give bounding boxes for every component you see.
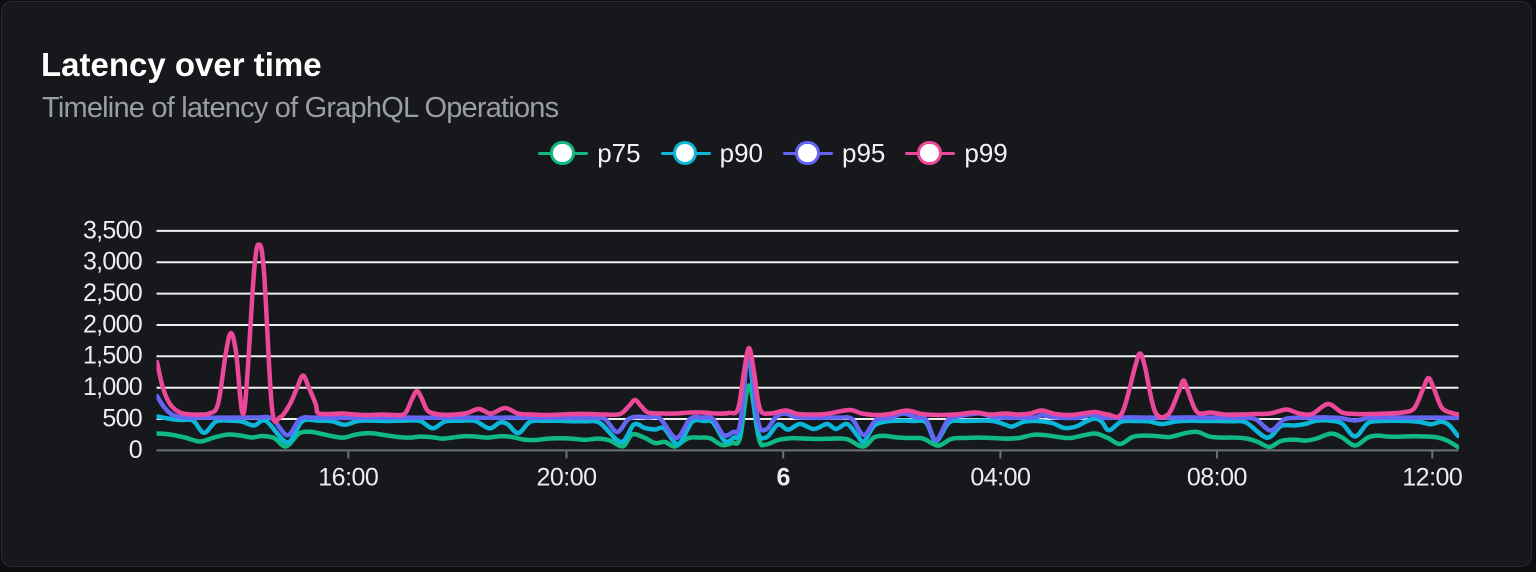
svg-text:3,500: 3,500 <box>83 216 142 244</box>
svg-text:12:00: 12:00 <box>1402 464 1462 492</box>
svg-text:16:00: 16:00 <box>318 464 378 492</box>
svg-text:08:00: 08:00 <box>1187 464 1247 492</box>
svg-text:1,500: 1,500 <box>83 342 142 370</box>
svg-text:0: 0 <box>129 436 142 464</box>
svg-text:500: 500 <box>102 404 142 432</box>
svg-text:04:00: 04:00 <box>970 464 1030 492</box>
svg-text:6: 6 <box>776 464 789 492</box>
svg-text:2,500: 2,500 <box>83 279 142 307</box>
svg-text:1,000: 1,000 <box>83 373 142 401</box>
svg-text:3,000: 3,000 <box>83 248 142 276</box>
svg-text:20:00: 20:00 <box>536 464 596 492</box>
svg-text:2,000: 2,000 <box>83 310 142 338</box>
